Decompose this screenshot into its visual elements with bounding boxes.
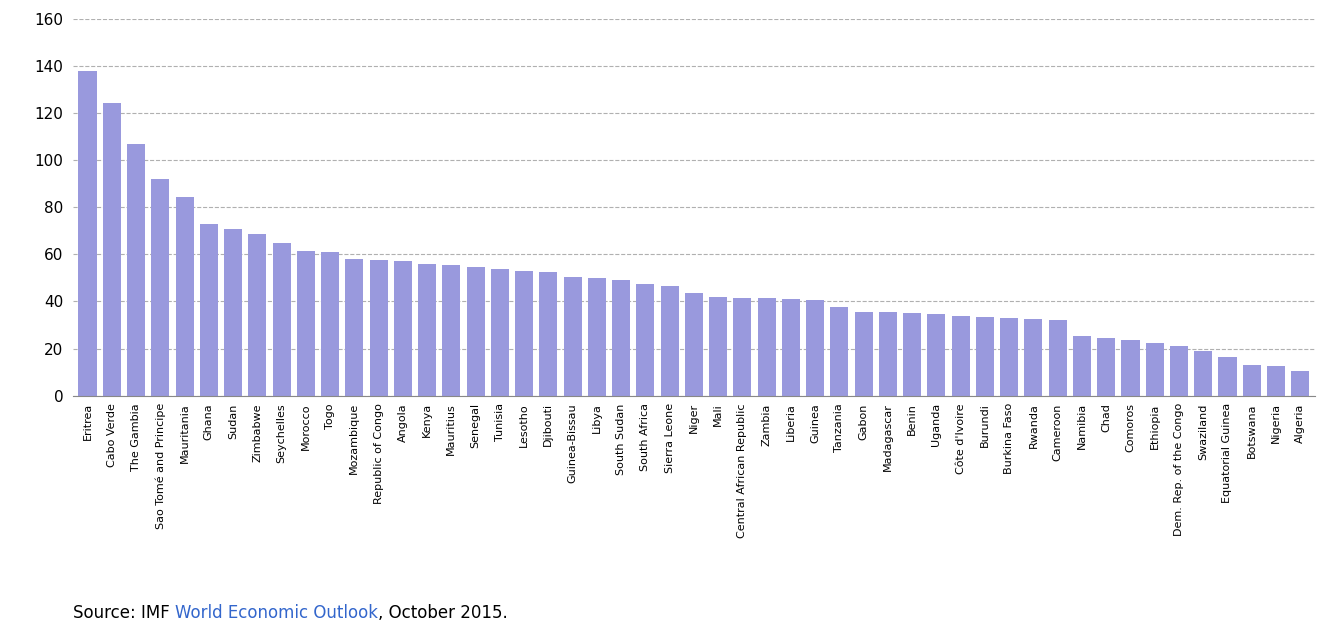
Bar (952, 316, 969, 396)
Bar (1218, 357, 1236, 396)
Bar (272, 242, 291, 396)
Bar (636, 284, 655, 396)
Bar (588, 278, 606, 396)
Text: World Economic Outlook: World Economic Outlook (175, 604, 378, 622)
Bar (369, 260, 388, 396)
Bar (854, 312, 872, 396)
Bar (976, 316, 993, 396)
Bar (927, 315, 946, 396)
Bar (515, 271, 534, 396)
Bar (685, 293, 703, 396)
Bar (660, 286, 679, 396)
Bar (466, 267, 485, 396)
Bar (1146, 343, 1163, 396)
Bar (296, 251, 315, 396)
Bar (539, 272, 558, 396)
Bar (1291, 371, 1309, 396)
Bar (151, 179, 170, 396)
Bar (757, 298, 776, 396)
Bar (345, 259, 364, 396)
Bar (175, 197, 194, 396)
Bar (1073, 336, 1092, 396)
Bar (612, 280, 631, 396)
Bar (491, 269, 509, 396)
Bar (321, 252, 339, 396)
Bar (248, 234, 267, 396)
Bar (1243, 365, 1260, 396)
Bar (127, 144, 145, 396)
Bar (806, 300, 825, 396)
Bar (782, 299, 799, 396)
Bar (418, 264, 436, 396)
Bar (1000, 318, 1019, 396)
Bar (1194, 351, 1212, 396)
Text: Source: IMF: Source: IMF (73, 604, 175, 622)
Bar (394, 262, 412, 396)
Bar (1267, 366, 1286, 396)
Bar (1170, 346, 1189, 396)
Bar (903, 313, 922, 396)
Bar (199, 224, 218, 396)
Bar (1121, 340, 1139, 396)
Bar (1049, 320, 1066, 396)
Bar (830, 308, 849, 396)
Bar (1024, 319, 1042, 396)
Bar (879, 312, 896, 396)
Bar (733, 298, 752, 396)
Text: , October 2015.: , October 2015. (378, 604, 507, 622)
Bar (709, 297, 728, 396)
Bar (224, 228, 242, 396)
Bar (78, 71, 97, 396)
Bar (102, 103, 121, 396)
Bar (442, 265, 461, 396)
Bar (563, 277, 582, 396)
Bar (1097, 338, 1116, 396)
